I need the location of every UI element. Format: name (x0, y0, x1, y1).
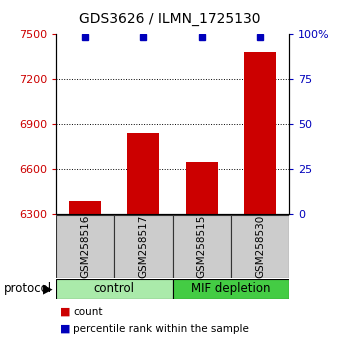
Text: GSM258515: GSM258515 (197, 215, 207, 278)
Text: percentile rank within the sample: percentile rank within the sample (73, 324, 249, 333)
Bar (69, 201, 101, 214)
Bar (244, 52, 276, 214)
Text: count: count (73, 307, 103, 316)
Bar (56, 215, 114, 278)
Text: GDS3626 / ILMN_1725130: GDS3626 / ILMN_1725130 (79, 12, 261, 27)
Text: ▶: ▶ (43, 282, 53, 295)
Text: GSM258516: GSM258516 (80, 215, 90, 278)
Text: protocol: protocol (3, 282, 52, 295)
Bar (186, 161, 218, 214)
Bar (231, 215, 289, 278)
Text: ■: ■ (59, 324, 70, 333)
Bar (173, 215, 231, 278)
Text: ■: ■ (59, 307, 70, 316)
Text: GSM258530: GSM258530 (255, 215, 265, 278)
Bar (114, 215, 173, 278)
Bar (128, 133, 159, 214)
Text: control: control (94, 282, 135, 295)
Text: GSM258517: GSM258517 (138, 215, 149, 278)
Bar (173, 279, 289, 299)
Bar (56, 279, 173, 299)
Text: MIF depletion: MIF depletion (191, 282, 271, 295)
